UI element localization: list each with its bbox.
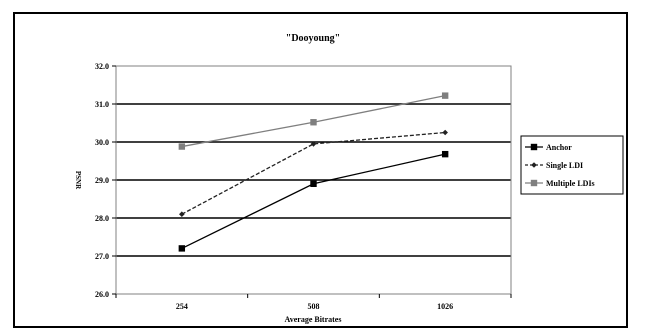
legend-entry-multiple-ldis: Multiple LDIs (525, 179, 595, 188)
x-tick-label: 1026 (437, 302, 453, 311)
data-point (310, 180, 317, 187)
legend-label: Multiple LDIs (546, 179, 595, 188)
y-tick-label: 28.0 (95, 214, 109, 223)
y-axis-label: PSNR (74, 171, 82, 190)
y-axis-ticks: 26.0 27.0 28.0 29.0 30.0 31.0 32.0 (95, 62, 116, 299)
legend-entry-anchor: Anchor (525, 143, 572, 152)
data-point (310, 141, 317, 147)
y-tick-label: 31.0 (95, 100, 109, 109)
legend-marker (531, 162, 537, 168)
x-axis-ticks: 254 508 1026 (115, 294, 512, 311)
series (178, 92, 449, 252)
legend-entry-single-ldi: Single LDI (525, 161, 583, 170)
x-axis-label: Average Bitrates (285, 315, 342, 324)
data-point (179, 211, 185, 217)
x-tick-label: 254 (176, 302, 188, 311)
y-tick-label: 26.0 (95, 290, 109, 299)
legend-label: Anchor (546, 143, 572, 152)
data-point (178, 245, 186, 252)
legend: Anchor Single LDI Multiple LDIs (520, 135, 624, 195)
series-line (181, 153, 446, 249)
y-tick-label: 27.0 (95, 252, 109, 261)
data-point (178, 143, 186, 150)
x-tick-label: 508 (308, 302, 320, 311)
y-tick-label: 30.0 (95, 138, 109, 147)
chart-title: "Dooyoung" (286, 33, 340, 44)
series-line (181, 131, 446, 215)
legend-marker (530, 143, 538, 151)
gridlines (116, 103, 511, 257)
data-point (441, 92, 449, 99)
data-point (310, 119, 317, 126)
data-point (442, 129, 448, 136)
data-point (441, 150, 449, 158)
series-multiple-ldis (178, 92, 449, 150)
y-tick-label: 32.0 (95, 62, 109, 71)
series-anchor (178, 150, 449, 252)
legend-marker (530, 179, 538, 187)
legend-label: Single LDI (546, 161, 583, 170)
series-single-ldi (179, 129, 448, 217)
y-tick-label: 29.0 (95, 176, 109, 185)
